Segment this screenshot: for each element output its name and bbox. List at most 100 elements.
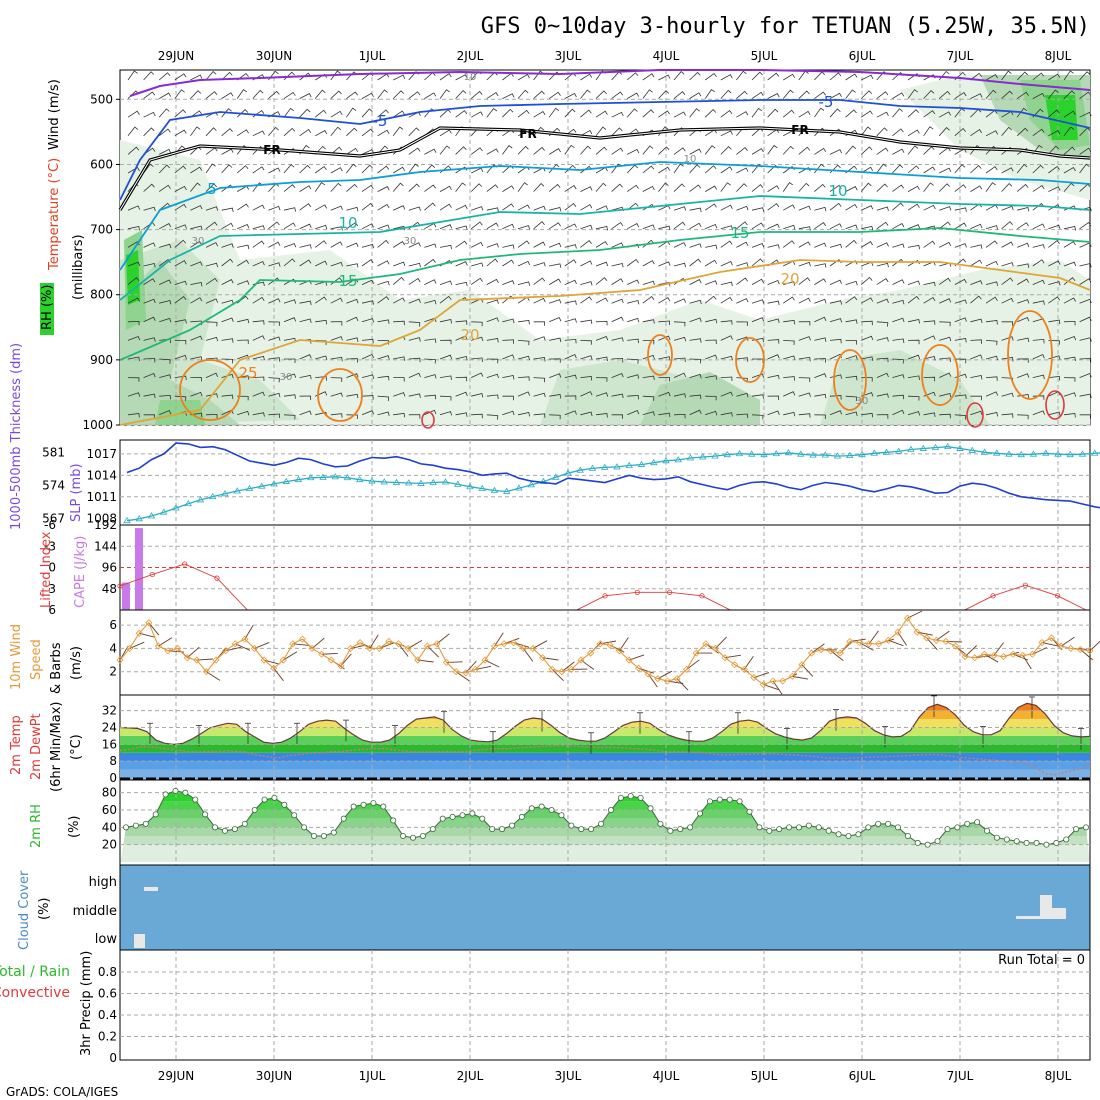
wind-barb: [455, 671, 470, 682]
rh-marker: [251, 807, 258, 814]
wind-barb: [252, 355, 265, 361]
wind-barb: [533, 413, 546, 418]
wind-barb: [424, 338, 437, 343]
wind-barb: [580, 391, 593, 397]
wind-barb: [923, 110, 936, 118]
wind-barb: [861, 225, 874, 231]
wind-barb: [455, 204, 468, 211]
wind-barb: [159, 358, 171, 364]
wind-barb: [127, 377, 140, 382]
wind-barb: [970, 280, 983, 285]
wind-barb: [174, 129, 187, 137]
wind-barb: [772, 680, 783, 695]
wind-barb: [174, 203, 187, 211]
wind-barb: [143, 298, 156, 304]
wind-barb: [923, 376, 936, 382]
wind-barb: [580, 260, 593, 267]
wind-barb: [252, 296, 265, 304]
temp-band: [120, 761, 1090, 770]
wind-barb: [361, 92, 374, 99]
wind-barb: [127, 356, 140, 362]
wind-barb: [1063, 377, 1076, 382]
thickness-marker: [270, 480, 278, 487]
wind-barb: [876, 414, 889, 419]
wind-barb: [221, 108, 232, 118]
wind-barb: [408, 242, 421, 248]
wind-barb: [767, 223, 780, 230]
rh-marker: [330, 829, 337, 836]
wind-barb: [876, 127, 888, 137]
wind-barb: [439, 319, 452, 324]
wind-barb: [658, 146, 670, 155]
wind-barb: [377, 224, 390, 230]
wind-barb: [346, 222, 359, 230]
wind-barb: [782, 145, 794, 155]
wind-barb: [923, 90, 935, 99]
rh-marker: [489, 826, 496, 833]
wind-barb: [299, 93, 312, 99]
wind-barb: [798, 413, 811, 418]
wind-barb: [938, 277, 951, 285]
wind-marker: [759, 680, 768, 689]
wind-barb: [1063, 226, 1076, 231]
wind-barb: [767, 203, 780, 211]
wind-barb: [923, 412, 936, 417]
rh-marker: [390, 817, 397, 824]
wind-barb: [783, 411, 796, 417]
wind-barb: [814, 147, 827, 155]
wind-barb: [751, 91, 764, 99]
wind-barb: [315, 130, 328, 137]
wind-barb: [205, 336, 219, 342]
wind-barb: [720, 166, 733, 174]
wind-barb: [1032, 410, 1045, 416]
cape-tick-label: 192: [94, 518, 117, 532]
wind-barb: [439, 244, 452, 250]
wind-barb: [1079, 111, 1092, 118]
thickness-marker: [478, 484, 486, 492]
thickness-marker: [1042, 449, 1050, 456]
wind-barb: [845, 375, 858, 381]
wind-barb: [523, 648, 534, 662]
wind-barb: [205, 183, 217, 192]
wind-barb: [221, 164, 233, 174]
wind-barb: [845, 186, 858, 192]
wind-barb: [1048, 73, 1061, 81]
wind-marker: [366, 644, 374, 652]
wind-barb: [892, 299, 905, 305]
wind-barb: [798, 321, 811, 326]
wind-barb: [938, 127, 950, 137]
wind-barb: [377, 395, 390, 402]
wind-barb: [876, 221, 889, 230]
wind-barb: [127, 335, 141, 341]
wind-barb: [627, 300, 640, 305]
wind-barb: [190, 205, 203, 211]
wind-barb: [580, 145, 592, 155]
thickness-marker: [392, 478, 401, 485]
thickness-marker: [368, 477, 376, 484]
rh-band: [120, 836, 1090, 845]
contour-25: [735, 337, 765, 383]
rh-marker: [439, 815, 446, 822]
wind-marker: [721, 654, 729, 662]
bottom-date-label: 29JUN: [158, 1069, 195, 1083]
wind-barb: [783, 376, 795, 381]
wind-barb: [892, 108, 903, 118]
wind-barb: [517, 391, 531, 397]
wind-barb: [361, 128, 374, 137]
wind-barb: [190, 412, 203, 418]
thickness-tick-label: 581: [42, 445, 65, 459]
cape-bar: [135, 528, 143, 610]
wind-barb: [455, 90, 467, 99]
rh-marker: [518, 813, 525, 820]
wind-marker: [1076, 646, 1084, 654]
thickness-marker: [993, 449, 1001, 456]
wind-barb: [299, 354, 312, 360]
wind-barb: [642, 89, 653, 99]
thickness-marker: [380, 478, 388, 485]
thickness-marker: [184, 499, 192, 507]
wind-barb: [424, 243, 437, 248]
wind-barb: [237, 318, 250, 324]
wind-marker: [241, 635, 249, 643]
wind-barb: [502, 280, 515, 285]
